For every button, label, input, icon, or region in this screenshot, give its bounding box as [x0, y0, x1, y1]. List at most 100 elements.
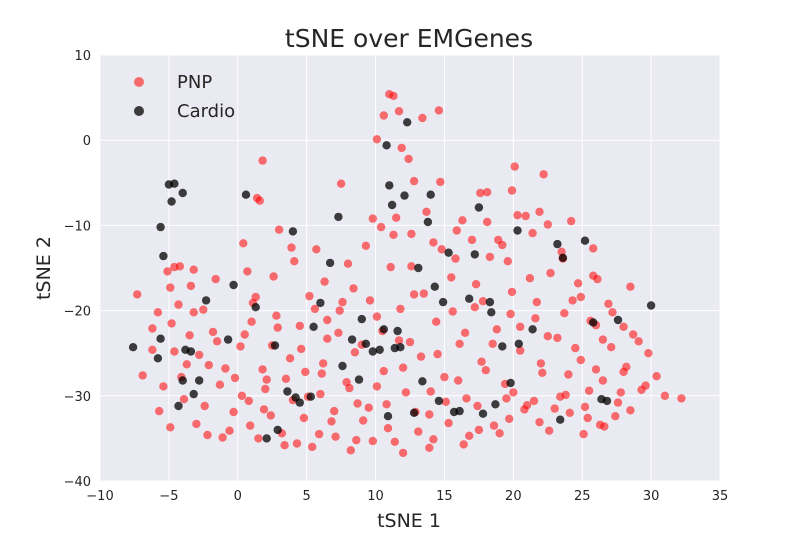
pnp-point: [240, 330, 249, 339]
pnp-point: [247, 317, 256, 326]
cardio-point: [528, 325, 537, 334]
cardio-point: [354, 375, 364, 384]
pnp-point: [626, 406, 635, 415]
cardio-point: [383, 412, 393, 421]
cardio-point: [379, 325, 388, 334]
pnp-point: [433, 349, 442, 359]
pnp-point: [452, 226, 461, 235]
pnp-point: [576, 355, 585, 365]
pnp-point: [565, 408, 574, 417]
cardio-point: [514, 339, 523, 348]
pnp-point: [483, 188, 492, 197]
cardio-point: [556, 415, 565, 424]
pnp-point: [580, 402, 590, 412]
pnp-point: [323, 334, 332, 343]
pnp-point: [516, 346, 525, 355]
pnp-point: [481, 366, 490, 375]
pnp-point: [440, 372, 449, 382]
pnp-point: [568, 296, 577, 305]
pnp-point: [539, 170, 548, 179]
pnp-point: [189, 265, 198, 274]
pnp-point: [607, 343, 616, 352]
x-tick-label: 0: [234, 489, 242, 504]
pnp-point: [598, 376, 608, 385]
pnp-point: [269, 272, 278, 281]
cardio-point: [283, 387, 292, 396]
pnp-point: [634, 337, 643, 346]
cardio-point: [270, 341, 280, 350]
pnp-point: [528, 228, 537, 238]
pnp-point: [495, 429, 504, 438]
cardio-point: [393, 326, 402, 336]
pnp-point: [229, 407, 238, 417]
pnp-point: [218, 433, 227, 442]
pnp-point: [372, 135, 382, 144]
pnp-point: [573, 279, 583, 288]
cardio-point: [316, 298, 325, 308]
pnp-point: [429, 435, 438, 444]
pnp-point: [314, 429, 324, 439]
pnp-point: [239, 239, 248, 248]
pnp-point: [192, 419, 201, 429]
pnp-point: [531, 314, 540, 323]
legend: PNP Cardio: [134, 72, 235, 122]
cardio-point: [580, 236, 590, 245]
cardio-point: [223, 335, 233, 344]
pnp-point: [159, 382, 168, 391]
pnp-point: [404, 154, 413, 164]
pnp-point: [398, 363, 408, 372]
pnp-point: [502, 394, 511, 403]
cardio-point: [387, 200, 397, 210]
x-tick-label: −10: [86, 489, 113, 504]
pnp-point: [359, 416, 368, 425]
cardio-point: [478, 409, 488, 418]
pnp-point: [513, 211, 522, 220]
pnp-point: [254, 434, 263, 443]
cardio-point: [474, 203, 484, 212]
pnp-point: [230, 373, 240, 383]
cardio-point: [325, 258, 335, 268]
pnp-point: [521, 211, 530, 221]
cardio-point: [229, 280, 238, 290]
pnp-point: [503, 257, 512, 266]
pnp-point: [199, 305, 208, 314]
cardio-point: [295, 398, 304, 407]
pnp-point: [644, 349, 653, 358]
pnp-point: [560, 309, 569, 318]
pnp-point: [419, 289, 428, 298]
pnp-point: [255, 196, 264, 205]
cardio-point: [153, 354, 163, 363]
pnp-point: [507, 186, 517, 195]
pnp-point: [520, 405, 529, 414]
cardio-point: [178, 376, 187, 385]
pnp-point: [397, 143, 406, 153]
pnp-point: [163, 267, 172, 276]
pnp-point: [317, 369, 326, 378]
pnp-point: [455, 339, 464, 348]
pnp-point: [182, 360, 191, 369]
pnp-point: [462, 394, 471, 403]
pnp-point: [312, 245, 321, 254]
pnp-point: [189, 308, 198, 317]
cardio-point: [375, 345, 384, 354]
pnp-point: [538, 368, 547, 377]
y-tick-label: −20: [64, 305, 91, 320]
x-axis-ticks: −10 −5 0 5 10 15 20 25 30 35: [86, 489, 728, 504]
pnp-point: [186, 281, 196, 291]
pnp-point: [478, 297, 488, 306]
pnp-point: [379, 366, 388, 376]
pnp-point: [441, 397, 450, 406]
pnp-point: [372, 312, 382, 321]
x-tick-label: 35: [712, 489, 729, 504]
pnp-point: [529, 396, 539, 406]
y-tick-label: −40: [64, 475, 91, 490]
pnp-point: [221, 364, 230, 373]
pnp-point: [345, 383, 354, 393]
pnp-point: [389, 230, 398, 239]
pnp-point: [225, 426, 234, 435]
pnp-point: [338, 297, 347, 307]
cardio-point: [309, 322, 318, 331]
cardio-point: [444, 248, 453, 257]
pnp-point: [350, 348, 360, 357]
pnp-point: [619, 367, 628, 377]
